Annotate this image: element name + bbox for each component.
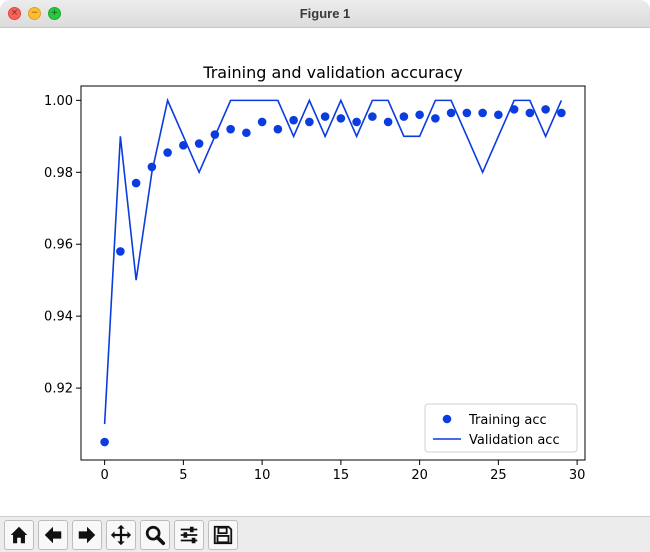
zoom-window-icon: + [50, 8, 59, 18]
navigation-toolbar [0, 516, 650, 552]
training-acc-point [273, 124, 283, 134]
validation-acc-line [103, 97, 563, 425]
training-acc-point [352, 117, 361, 127]
training-acc-point [541, 105, 550, 114]
back-button[interactable] [38, 520, 68, 550]
y-tick-label: 1.00 [44, 94, 73, 109]
training-acc-point [226, 124, 235, 134]
legend-box [424, 403, 578, 453]
training-acc-point [336, 114, 346, 123]
zoom-icon [145, 525, 166, 546]
training-acc-point [462, 108, 472, 118]
arrow-right-icon [78, 526, 96, 544]
training-acc-point [383, 117, 393, 127]
training-acc-point [163, 148, 172, 157]
y-tick-label: 0.96 [44, 238, 73, 253]
training-acc-point [320, 112, 330, 121]
training-acc-point [557, 108, 566, 118]
plot-frame [80, 85, 586, 461]
zoom-rect-button[interactable] [140, 520, 170, 550]
training-acc-point [431, 114, 440, 123]
chart-title: Training and validation accuracy [202, 63, 462, 82]
home-button[interactable] [4, 520, 34, 550]
legend-validation-label: Validation acc [469, 433, 560, 448]
training-acc-point [116, 247, 125, 256]
x-tick-label: 20 [411, 468, 428, 483]
save-figure-button[interactable] [208, 520, 238, 550]
x-tick-label: 5 [179, 468, 187, 483]
x-tick-label: 0 [100, 468, 108, 483]
home-icon [10, 526, 28, 544]
legend-training-label: Training acc [468, 413, 547, 428]
x-tick-label: 15 [333, 468, 350, 483]
minimize-icon: − [30, 8, 39, 18]
forward-button[interactable] [72, 520, 102, 550]
training-acc-point [446, 108, 456, 118]
zoom-window-button[interactable]: + [48, 7, 61, 20]
training-acc-point [242, 128, 251, 138]
training-acc-point [100, 437, 109, 447]
legend-training-marker [442, 414, 452, 424]
pan-button[interactable] [106, 520, 136, 550]
move-icon [110, 524, 132, 546]
training-acc-point [194, 139, 204, 148]
training-acc-point [525, 108, 535, 118]
training-acc-point [257, 117, 267, 127]
title-bar: × − + Figure 1 [0, 0, 650, 28]
accuracy-chart: Training and validation accuracy 0 5 10 15 20… [44, 63, 586, 483]
training-acc-point [305, 117, 314, 127]
x-tick-label: 30 [569, 468, 586, 483]
close-window-button[interactable]: × [8, 7, 21, 20]
configure-subplots-button[interactable] [174, 520, 204, 550]
sliders-icon [180, 526, 198, 544]
window-title: Figure 1 [299, 6, 351, 21]
training-acc-point [415, 110, 424, 120]
y-tick-label: 0.92 [44, 382, 73, 397]
training-acc-point [131, 178, 141, 188]
x-tick-label: 10 [254, 468, 271, 483]
x-tick-label: 25 [490, 468, 507, 483]
training-acc-point [399, 112, 409, 121]
minimize-window-button[interactable]: − [28, 7, 41, 20]
save-icon [213, 525, 233, 545]
training-acc-point [478, 108, 487, 118]
y-tick-label: 0.94 [44, 310, 73, 325]
training-acc-point [368, 112, 377, 121]
close-icon: × [10, 8, 19, 18]
figure-canvas[interactable]: Training and validation accuracy 0 5 10 15 20… [0, 28, 650, 516]
y-tick-label: 0.98 [44, 166, 73, 181]
training-acc-point [289, 115, 298, 125]
arrow-left-icon [44, 526, 62, 544]
training-acc-point [494, 110, 503, 120]
